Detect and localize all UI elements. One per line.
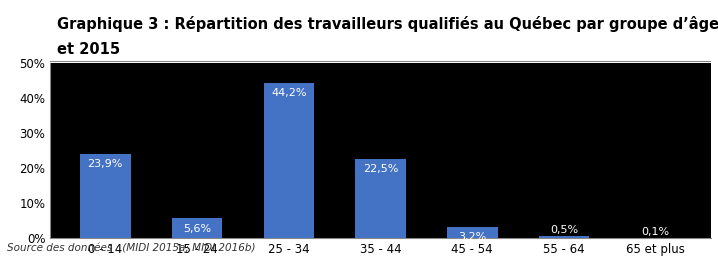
Bar [538, 236, 589, 238]
Bar [355, 159, 406, 238]
Bar [264, 83, 314, 238]
Text: 44,2%: 44,2% [271, 88, 307, 98]
Text: et 2015: et 2015 [57, 42, 120, 57]
Bar [447, 227, 498, 238]
Text: 22,5%: 22,5% [363, 164, 398, 174]
Text: 23,9%: 23,9% [88, 159, 123, 169]
Text: 0,1%: 0,1% [642, 227, 670, 237]
Text: Source des données : (MIDI 2015a; MIDI 2016b): Source des données : (MIDI 2015a; MIDI 2… [7, 243, 256, 253]
Bar [172, 218, 223, 238]
Text: 5,6%: 5,6% [183, 224, 211, 234]
Bar [80, 154, 131, 238]
Text: Graphique 3 : Répartition des travailleurs qualifiés au Québec par groupe d’âge : Graphique 3 : Répartition des travailleu… [57, 16, 718, 32]
Text: 3,2%: 3,2% [458, 232, 486, 242]
Text: 0,5%: 0,5% [550, 225, 578, 235]
